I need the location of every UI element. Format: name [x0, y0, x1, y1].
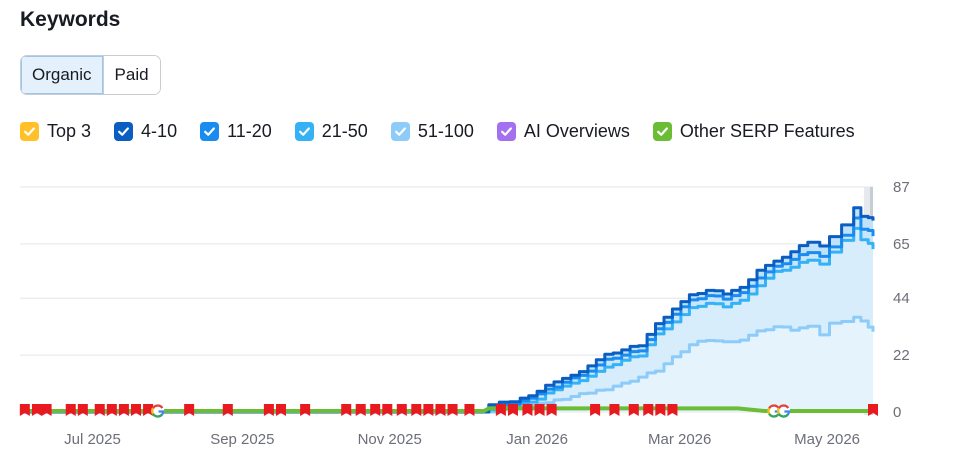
legend-item-other-serp-features[interactable]: Other SERP Features [652, 121, 855, 142]
flag-icon [300, 404, 311, 416]
google-icon-yellow [777, 407, 780, 415]
flag-icon [495, 404, 506, 416]
y-tick-label: 0 [893, 404, 901, 421]
flag-icon [118, 404, 129, 416]
flag-icon [370, 404, 381, 416]
google-icon-yellow [767, 407, 771, 415]
x-tick-label: Sep 2025 [210, 431, 274, 448]
checkbox-icon [114, 122, 134, 141]
checkbox-icon [652, 122, 672, 141]
area-fill-51-100 [20, 317, 873, 412]
legend-item-11-20[interactable]: 11-20 [200, 121, 272, 142]
flag-icon [628, 404, 639, 416]
legend-item-51-100[interactable]: 51-100 [390, 121, 474, 142]
checkbox-icon [390, 122, 410, 141]
flag-icon [143, 404, 154, 416]
flag-icon [31, 404, 42, 416]
flag-icon [275, 404, 286, 416]
legend-item-top-3[interactable]: Top 3 [20, 121, 91, 142]
legend: Top 3 4-10 11-20 21-50 51-100 AI Overvie… [20, 121, 878, 142]
flag-icon [222, 404, 233, 416]
legend-label: Other SERP Features [679, 121, 855, 141]
legend-label: AI Overviews [523, 121, 630, 141]
legend-label: 11-20 [227, 121, 272, 141]
google-icon-red [777, 404, 790, 409]
google-icon-red [152, 404, 164, 409]
flag-icon [130, 404, 141, 416]
google-icon-green [152, 413, 163, 418]
checkbox-icon [20, 122, 39, 141]
flag-icon [507, 404, 518, 416]
series-line-other-serp-features [20, 406, 873, 413]
google-icon-green [777, 413, 789, 418]
keywords-chart[interactable]: 0 22 44 65 87 Jul 2025 Sep 2025 Nov 2025 Jan 202… [0, 170, 956, 462]
flag-icon [411, 404, 422, 416]
y-tick-label: 44 [893, 290, 910, 307]
flag-icon [106, 404, 117, 416]
flag-icon [534, 404, 545, 416]
area-fill-21-50 [20, 228, 873, 412]
flag-icon [609, 404, 620, 416]
legend-label: 21-50 [321, 121, 368, 141]
legend-item-4-10[interactable]: 4-10 [114, 121, 177, 142]
x-tick-label: Mar 2026 [648, 431, 711, 448]
legend-label: 4-10 [141, 121, 178, 141]
y-tick-label: 87 [893, 179, 910, 196]
flag-icon [382, 404, 393, 416]
flag-icon [522, 404, 533, 416]
x-tick-label: Jul 2025 [64, 431, 121, 448]
checkbox-icon [294, 122, 314, 141]
flag-icon [423, 404, 434, 416]
legend-item-ai-overviews[interactable]: AI Overviews [496, 121, 630, 142]
google-icon-green [768, 413, 779, 418]
flag-icon [65, 404, 76, 416]
x-tick-label: May 2026 [794, 431, 860, 448]
y-tick-label: 65 [893, 236, 910, 253]
flag-icon [447, 404, 458, 416]
flag-icon [868, 404, 878, 416]
flag-icon [667, 404, 678, 416]
flag-icon [94, 404, 105, 416]
legend-label: Top 3 [47, 121, 92, 141]
flag-icon [435, 404, 446, 416]
y-tick-label: 22 [893, 347, 910, 364]
flag-icon [546, 404, 557, 416]
search-type-toggle: Organic Paid [20, 55, 161, 95]
flag-icon [77, 404, 88, 416]
flag-icon [643, 404, 654, 416]
flag-icon [590, 404, 601, 416]
flag-icon [19, 404, 30, 416]
legend-label: 51-100 [417, 121, 474, 141]
google-icon-yellow [151, 407, 155, 415]
tab-paid[interactable]: Paid [103, 56, 160, 94]
page-title: Keywords [20, 8, 121, 31]
tab-organic[interactable]: Organic [21, 56, 104, 94]
x-tick-label: Nov 2025 [358, 431, 422, 448]
flag-icon [396, 404, 407, 416]
flag-icon [41, 404, 52, 416]
flag-icon [184, 404, 195, 416]
x-tick-label: Jan 2026 [506, 431, 568, 448]
legend-item-21-50[interactable]: 21-50 [294, 121, 368, 142]
flag-icon [655, 404, 666, 416]
flag-icon [263, 404, 274, 416]
checkbox-icon [200, 122, 220, 141]
checkbox-icon [496, 122, 516, 141]
flag-icon [355, 404, 366, 416]
flag-icon [464, 404, 475, 416]
flag-icon [341, 404, 352, 416]
